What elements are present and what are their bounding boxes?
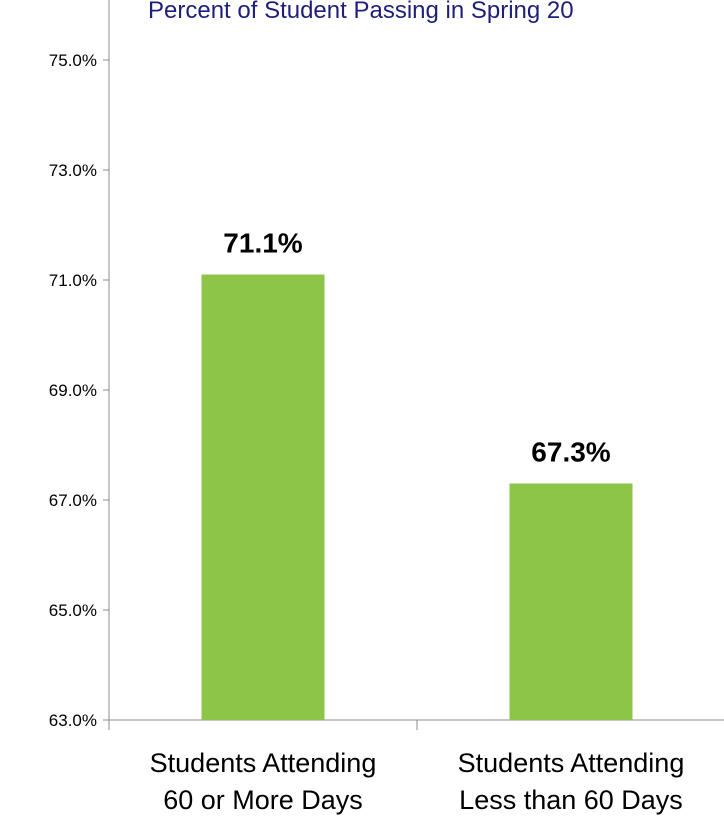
category-label: Less than 60 Days [459, 785, 683, 815]
category-label: Students Attending [458, 748, 685, 778]
bars [201, 274, 633, 720]
y-tick-label: 73.0% [49, 161, 97, 180]
y-tick-label: 75.0% [49, 51, 97, 70]
data-label: 67.3% [531, 437, 610, 468]
data-label: 71.1% [223, 228, 302, 259]
category-label: 60 or More Days [163, 785, 363, 815]
category-label: Students Attending [150, 748, 377, 778]
labels: 63.0% 65.0% 67.0% 69.0% 71.0% 73.0% 75.0% 71.1%… [49, 51, 685, 815]
bar [201, 274, 325, 720]
chart-title: Percent of Student Passing in Spring 20 [148, 0, 574, 24]
y-tick-label: 67.0% [49, 491, 97, 510]
y-tick-label: 65.0% [49, 601, 97, 620]
y-tick-label: 69.0% [49, 381, 97, 400]
y-tick-label: 63.0% [49, 711, 97, 730]
bar [509, 483, 633, 720]
y-tick-label: 71.0% [49, 271, 97, 290]
